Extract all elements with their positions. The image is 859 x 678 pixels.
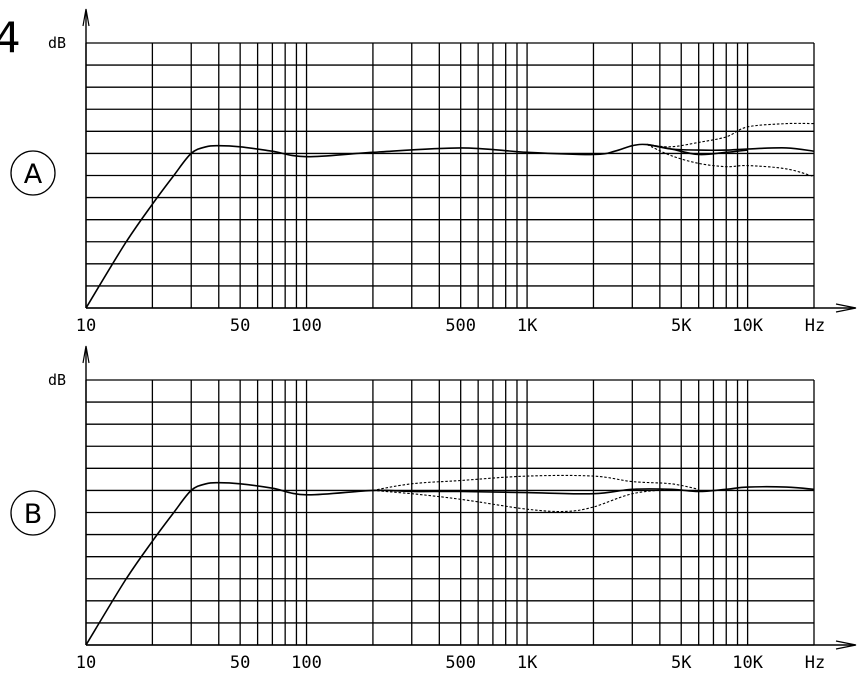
series-line-2 — [647, 122, 815, 148]
panel-badge — [10, 150, 56, 196]
x-axis-unit-label: Hz — [805, 316, 825, 336]
x-tick-label: 5K — [671, 653, 692, 673]
series-line-1 — [85, 143, 815, 309]
x-tick-label: 100 — [291, 316, 322, 336]
panel-badge-label: B — [24, 499, 43, 530]
x-tick-label: 1K — [517, 653, 538, 673]
x-tick-label: 100 — [291, 653, 322, 673]
series-line-2 — [372, 474, 699, 491]
y-axis-label: dB — [48, 371, 66, 389]
x-tick-label: 500 — [445, 653, 476, 673]
series-line-3 — [372, 488, 672, 513]
x-tick-label: 500 — [445, 316, 476, 336]
series-line-3 — [646, 143, 748, 156]
series-line-1 — [85, 481, 815, 646]
x-tick-label: 50 — [230, 653, 250, 673]
x-tick-label: 5K — [671, 316, 692, 336]
x-axis-arrow-icon — [835, 303, 857, 313]
x-axis-unit-label: Hz — [805, 653, 825, 673]
x-tick-label: 50 — [230, 316, 250, 336]
panel-badge-label: A — [24, 159, 43, 190]
x-tick-label: 1K — [517, 316, 538, 336]
x-axis-arrow-icon — [835, 640, 857, 650]
x-tick-label: 10K — [732, 316, 763, 336]
x-tick-label: 10 — [76, 316, 96, 336]
series-line-4 — [646, 144, 815, 178]
x-tick-label: 10K — [732, 653, 763, 673]
y-axis-arrow-icon — [82, 345, 90, 364]
y-axis-label: dB — [48, 34, 66, 52]
x-tick-label: 10 — [76, 653, 96, 673]
chart-panel-a: dB 10 50 100 500 1K 5K 10K Hz A — [10, 8, 857, 336]
chart-panel-b: dB 10 50 100 500 1K 5K 10K Hz B — [10, 345, 857, 673]
y-axis-arrow-icon — [82, 8, 90, 27]
panel-badge — [10, 490, 56, 536]
figure-number: 4 — [0, 13, 21, 62]
